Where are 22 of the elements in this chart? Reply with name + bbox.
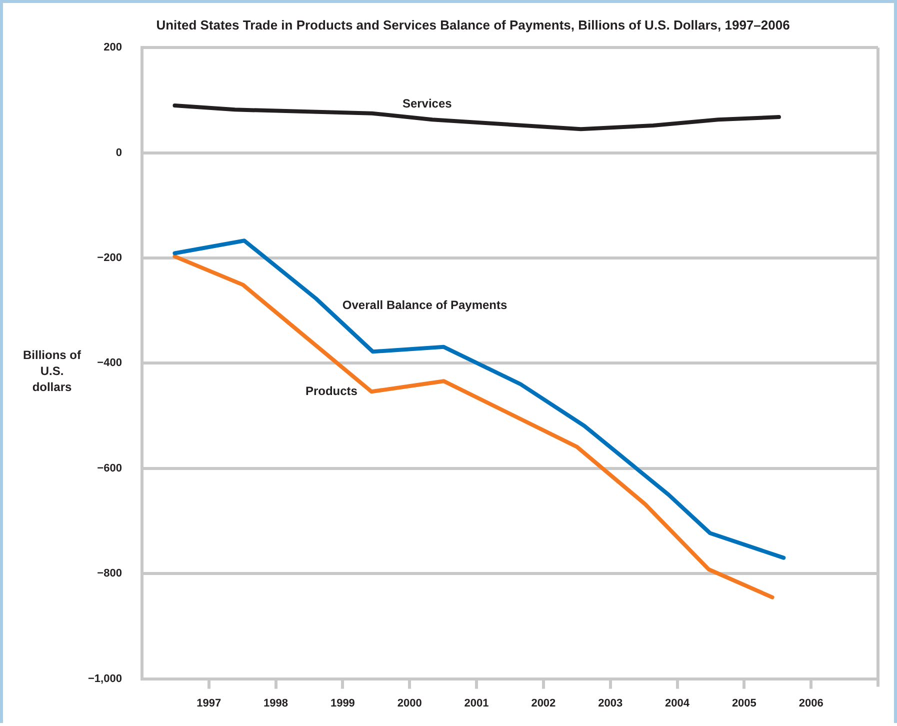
x-tick-label: 1997 xyxy=(196,697,222,710)
y-tick-label: −400 xyxy=(97,357,122,370)
y-tick-label: −600 xyxy=(97,462,122,474)
x-tick-label: 2005 xyxy=(732,697,756,710)
y-tick-label: −800 xyxy=(97,568,122,580)
chart-title: United States Trade in Products and Services Balance of Payments, Billions of U.S. Dollars, 1997–2006 xyxy=(156,17,790,32)
x-tick-label: 2002 xyxy=(531,697,556,710)
series-label: Overall Balance of Payments xyxy=(342,298,508,312)
x-tick-label: 2004 xyxy=(665,697,690,710)
x-tick-label: 2003 xyxy=(598,697,623,710)
x-tick-label: 1999 xyxy=(330,697,355,710)
y-tick-label: 0 xyxy=(116,146,122,159)
y-tick-label: 200 xyxy=(104,42,122,54)
y-axis-title: Billions of U.S. dollars xyxy=(22,347,82,395)
y-tick-label: −1,000 xyxy=(88,672,122,685)
x-tick-label: 1998 xyxy=(264,697,288,710)
x-tick-label: 2006 xyxy=(798,697,824,710)
series-label: Products xyxy=(305,384,358,398)
x-tick-label: 2001 xyxy=(464,697,489,710)
series-label: Services xyxy=(402,96,452,111)
x-tick-label: 2000 xyxy=(397,697,422,710)
y-tick-label: −200 xyxy=(97,252,122,264)
